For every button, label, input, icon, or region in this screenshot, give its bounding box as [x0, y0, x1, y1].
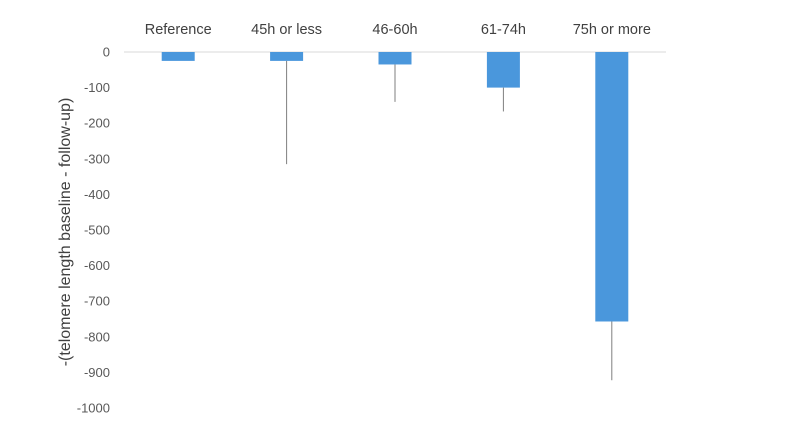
- category-label: Reference: [145, 22, 212, 38]
- bar: [595, 52, 629, 322]
- bar: [270, 52, 304, 61]
- bar: [378, 52, 412, 65]
- y-tick-label: -1000: [77, 401, 110, 416]
- bars: [161, 52, 629, 322]
- y-tick-label: -500: [84, 223, 110, 238]
- y-tick-label: -300: [84, 151, 110, 166]
- y-tick-label: -900: [84, 365, 110, 380]
- category-label: 46-60h: [372, 22, 417, 38]
- y-tick-label: -600: [84, 258, 110, 273]
- error-bars: [286, 60, 613, 381]
- category-labels: Reference 45h or less 46-60h 61-74h 75h or m…: [145, 22, 651, 38]
- bar: [486, 52, 520, 88]
- y-tick-label: -100: [84, 80, 110, 95]
- y-tick-label: -800: [84, 329, 110, 344]
- category-label: 75h or more: [573, 22, 651, 38]
- y-axis-ticks: 0 -100 -200 -300 -400 -500 -600 -700 -800 -900 -10…: [77, 45, 110, 416]
- category-label: 61-74h: [481, 22, 526, 38]
- category-label: 45h or less: [251, 22, 322, 38]
- y-axis-title: -(telomere length baseline - follow-up): [57, 98, 74, 367]
- y-tick-label: -400: [84, 187, 110, 202]
- y-tick-label: -200: [84, 116, 110, 131]
- y-tick-label: -700: [84, 294, 110, 309]
- y-tick-label: 0: [103, 45, 110, 60]
- bar: [161, 52, 195, 61]
